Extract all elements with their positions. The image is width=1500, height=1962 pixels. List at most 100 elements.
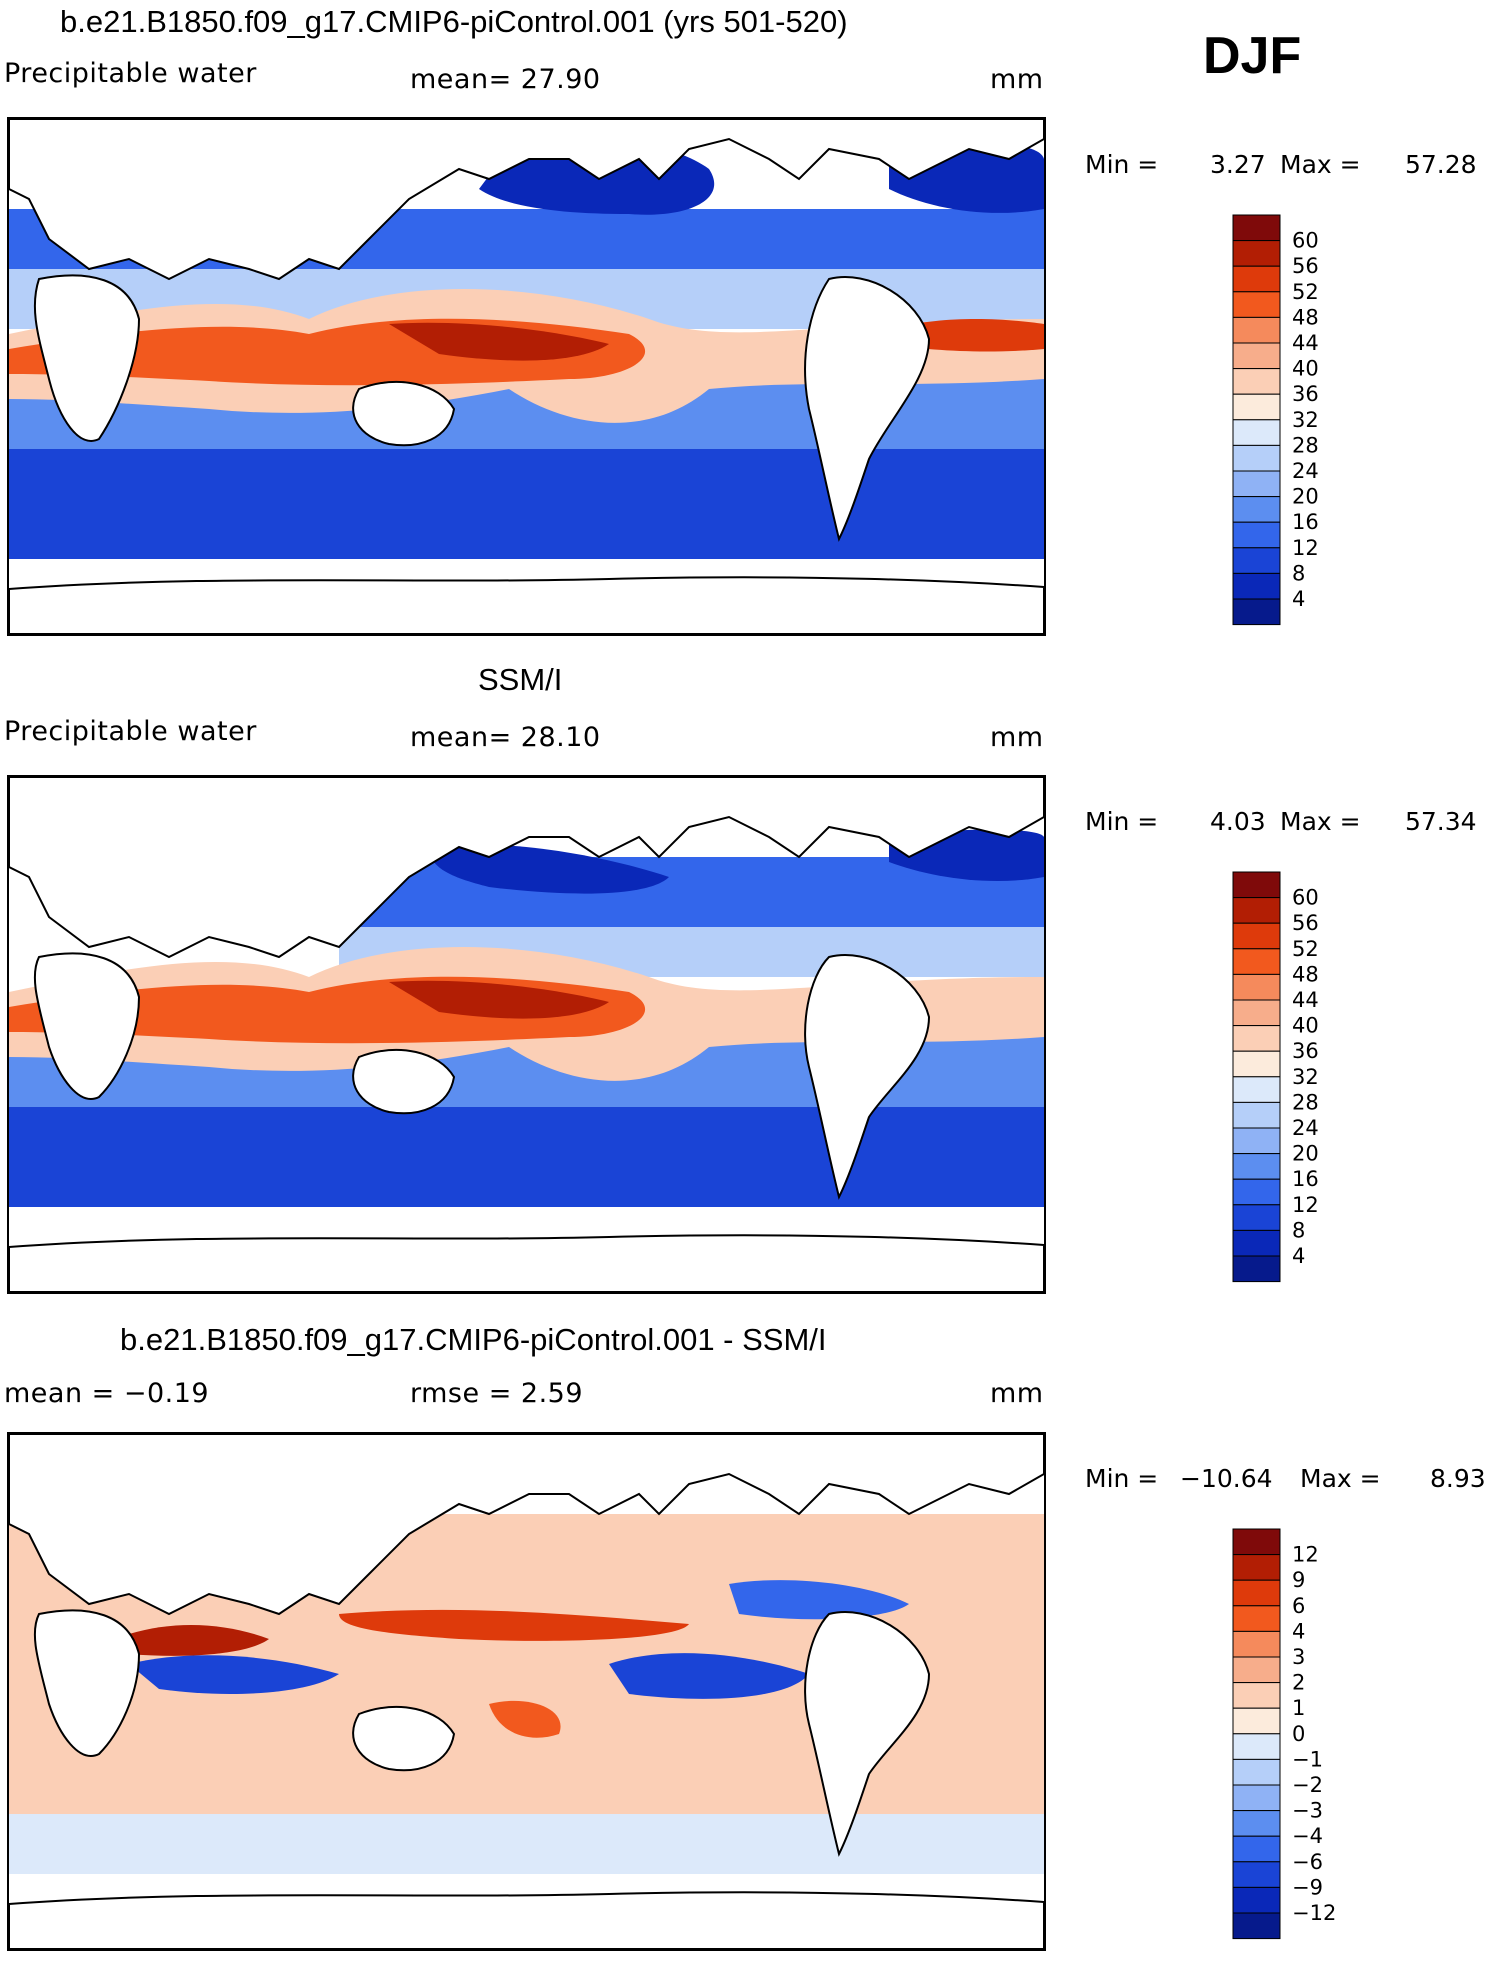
colorbar-tick-label: −9: [1292, 1875, 1323, 1899]
colorbar-swatch: [1232, 1886, 1281, 1914]
colorbar-swatch: [1232, 1810, 1281, 1837]
colorbar-swatch: [1232, 1630, 1281, 1658]
panel2-south-america: [804, 954, 931, 1200]
colorbar-swatch: [1232, 1861, 1281, 1888]
colorbar-swatch: [1232, 897, 1281, 924]
panel2-africa: [33, 952, 141, 1100]
colorbar-tick-label: −3: [1292, 1799, 1323, 1823]
colorbar-tick-label: 52: [1292, 280, 1319, 304]
colorbar-swatch: [1232, 1229, 1281, 1257]
colorbar-swatch: [1232, 265, 1281, 293]
panel2-max-value: 57.34: [1405, 807, 1477, 836]
colorbar-tick-label: 24: [1292, 459, 1319, 483]
panel2-variable-label: Precipitable water: [4, 716, 257, 747]
panel2-colorbar: 60 56 52 48 44 40 36 32 28 24 20 16 12 8 4: [1232, 871, 1343, 1287]
panel2-max-label: Max =: [1280, 807, 1361, 836]
colorbar-tick-label: 4: [1292, 587, 1305, 611]
colorbar-tick-label: −6: [1292, 1850, 1323, 1874]
colorbar-swatch: [1232, 214, 1281, 242]
panel1-mean-label: mean= 27.90: [410, 64, 601, 95]
panel1-south-america: [804, 276, 931, 542]
panel3-min-label: Min =: [1085, 1464, 1159, 1493]
colorbar-swatch: [1232, 393, 1281, 421]
colorbar-tick-label: 52: [1292, 937, 1319, 961]
colorbar-swatch: [1232, 572, 1281, 600]
panel1-warm-core: [389, 322, 609, 361]
colorbar-swatch: [1232, 948, 1281, 975]
colorbar-tick-label: 4: [1292, 1619, 1305, 1643]
colorbar-tick-label: −12: [1292, 1901, 1336, 1925]
panel3-antarctica-outline: [9, 1891, 1044, 1949]
colorbar-swatch: [1232, 1076, 1281, 1103]
colorbar-tick-label: 36: [1292, 382, 1319, 406]
colorbar-swatch: [1232, 1127, 1281, 1155]
panel3-south-america: [804, 1611, 931, 1857]
colorbar-tick-label: 32: [1292, 1065, 1319, 1089]
panel3-pacific-positive: [339, 1609, 689, 1641]
panel3-indian-positive: [129, 1624, 269, 1656]
colorbar-tick-label: 12: [1292, 1193, 1319, 1217]
panel2-units: mm: [990, 722, 1044, 753]
colorbar-tick-label: 8: [1292, 561, 1305, 585]
colorbar-tick-label: 36: [1292, 1039, 1319, 1063]
panel3-africa: [33, 1609, 141, 1757]
colorbar-tick-label: −2: [1292, 1773, 1323, 1797]
panel3-continents: [9, 1434, 1044, 1949]
panel3-map-svg: [9, 1434, 1044, 1949]
colorbar-tick-label: 6: [1292, 1594, 1305, 1618]
colorbar-tick-label: 2: [1292, 1671, 1305, 1695]
colorbar-swatch: [1232, 419, 1281, 446]
colorbar-swatch: [1232, 1784, 1281, 1812]
colorbar-swatch: [1232, 1605, 1281, 1632]
colorbar-tick-label: 0: [1292, 1722, 1305, 1746]
colorbar-swatch: [1232, 999, 1281, 1027]
colorbar-tick-label: 16: [1292, 510, 1319, 534]
colorbar-tick-label: 12: [1292, 1543, 1319, 1567]
colorbar-swatch: [1232, 1153, 1281, 1180]
colorbar-swatch: [1232, 922, 1281, 950]
panel3-map: [7, 1432, 1046, 1951]
panel3-max-value: 8.93: [1430, 1464, 1486, 1493]
colorbar-tick-label: 32: [1292, 408, 1319, 432]
panel1-antarctica-outline: [9, 576, 1044, 634]
colorbar-swatch: [1232, 598, 1281, 626]
colorbar-swatch: [1232, 444, 1281, 472]
panel1-units: mm: [990, 64, 1044, 95]
colorbar-swatch: [1232, 470, 1281, 498]
colorbar-tick-label: 60: [1292, 886, 1319, 910]
colorbar-swatch: [1232, 316, 1281, 344]
colorbar-swatch: [1232, 1733, 1281, 1760]
colorbar-tick-label: 4: [1292, 1244, 1305, 1268]
panel2-mean-label: mean= 28.10: [410, 722, 601, 753]
colorbar-swatch: [1232, 291, 1281, 318]
colorbar-swatch: [1232, 1579, 1281, 1607]
colorbar-tick-label: 20: [1292, 1142, 1319, 1166]
colorbar-tick-label: 20: [1292, 485, 1319, 509]
colorbar-swatch: [1232, 1178, 1281, 1206]
panel1-colorbar: 60 56 52 48 44 40 36 32 28 24 20 16 12 8 4: [1232, 214, 1343, 630]
panel3-units: mm: [990, 1378, 1044, 1409]
colorbar-swatch: [1232, 240, 1281, 267]
colorbar-swatch: [1232, 1682, 1281, 1709]
colorbar-tick-label: 9: [1292, 1568, 1305, 1592]
panel3-title: b.e21.B1850.f09_g17.CMIP6-piControl.001 …: [120, 1322, 827, 1357]
panel3-rmse-label: rmse = 2.59: [410, 1378, 584, 1409]
panel2-min-label: Min =: [1085, 807, 1159, 836]
colorbar-tick-label: 12: [1292, 536, 1319, 560]
colorbar-tick-label: 48: [1292, 962, 1319, 986]
panel2-map: [7, 775, 1046, 1294]
colorbar-tick-label: 1: [1292, 1696, 1305, 1720]
colorbar-swatch: [1232, 1656, 1281, 1684]
panel2-continents: [9, 777, 1044, 1292]
colorbar-tick-label: 44: [1292, 988, 1319, 1012]
colorbar-tick-label: 8: [1292, 1218, 1305, 1242]
colorbar-swatch: [1232, 1101, 1281, 1129]
colorbar-tick-label: 40: [1292, 357, 1319, 381]
panel3-tasman-positive: [489, 1700, 561, 1738]
colorbar-swatch: [1232, 1758, 1281, 1786]
panel2-antarctica-outline: [9, 1234, 1044, 1292]
panel1-min-label: Min =: [1085, 150, 1159, 179]
